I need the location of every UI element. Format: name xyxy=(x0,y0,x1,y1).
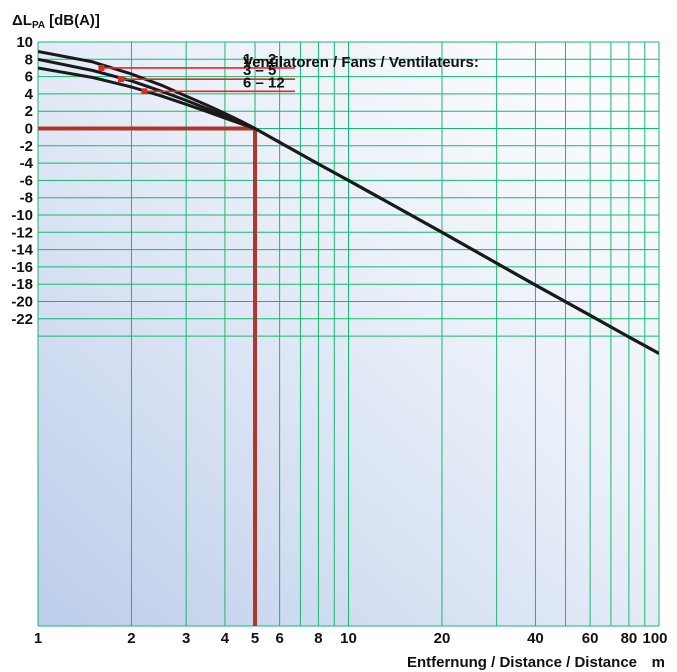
x-tick-label: 20 xyxy=(434,630,451,647)
legend-label-2: 3 – 5 xyxy=(243,62,276,79)
x-tick-label: 100 xyxy=(642,630,667,647)
y-tick-label: -6 xyxy=(20,172,33,189)
x-tick-label: 40 xyxy=(527,630,544,647)
x-tick-label: 1 xyxy=(34,630,42,647)
y-tick-label: 6 xyxy=(25,69,33,86)
y-axis-delta-l: ΔL xyxy=(12,12,32,29)
x-tick-label: 2 xyxy=(127,630,135,647)
x-tick-label: 6 xyxy=(275,630,283,647)
legend-label-3: 6 – 12 xyxy=(243,74,285,91)
y-axis-title: ΔLPA [dB(A)] xyxy=(12,12,100,31)
curves xyxy=(38,50,659,355)
x-tick-label: 5 xyxy=(251,630,259,647)
y-tick-label: -20 xyxy=(11,294,33,311)
legend: Ventilatoren / Fans / Ventilateurs: 1 – … xyxy=(98,51,479,95)
y-tick-label: 0 xyxy=(25,121,33,138)
y-tick-label: -22 xyxy=(11,311,33,328)
y-tick-label: -2 xyxy=(20,138,33,155)
legend-marker-3 xyxy=(141,88,148,95)
x-tick-labels: 1 2 3 4 5 6 8 10 20 40 60 80 100 xyxy=(34,630,668,647)
legend-marker-1 xyxy=(98,64,105,71)
x-tick-label: 60 xyxy=(582,630,599,647)
y-tick-label: 8 xyxy=(25,51,33,68)
y-axis-subscript: PA xyxy=(32,20,45,31)
y-tick-label: -10 xyxy=(11,207,33,224)
y-tick-label: 4 xyxy=(25,86,34,103)
y-tick-label: -14 xyxy=(11,242,33,259)
x-tick-label: 10 xyxy=(340,630,357,647)
y-tick-label: -16 xyxy=(11,259,33,276)
legend-marker-2 xyxy=(117,76,124,83)
y-tick-label: 2 xyxy=(25,103,33,120)
x-axis-title: Entfernung / Distance / Distance xyxy=(407,654,637,671)
x-tick-label: 8 xyxy=(314,630,322,647)
grid xyxy=(37,41,660,627)
y-axis-unit: [dB(A)] xyxy=(49,12,100,29)
curve-series-3 xyxy=(38,66,659,355)
reference-lines xyxy=(38,126,258,626)
y-tick-label: 10 xyxy=(16,34,33,51)
y-tick-label: -4 xyxy=(20,155,34,172)
x-tick-label: 4 xyxy=(221,630,230,647)
y-tick-label: -12 xyxy=(11,224,33,241)
legend-label-1: 1 – 2 xyxy=(243,51,276,68)
x-tick-label: 80 xyxy=(621,630,638,647)
y-tick-label: -18 xyxy=(11,276,33,293)
legend-title: Ventilatoren / Fans / Ventilateurs: xyxy=(243,54,479,71)
x-tick-label: 3 xyxy=(182,630,190,647)
x-axis-unit: m xyxy=(652,654,665,671)
y-tick-label: -8 xyxy=(20,190,33,207)
